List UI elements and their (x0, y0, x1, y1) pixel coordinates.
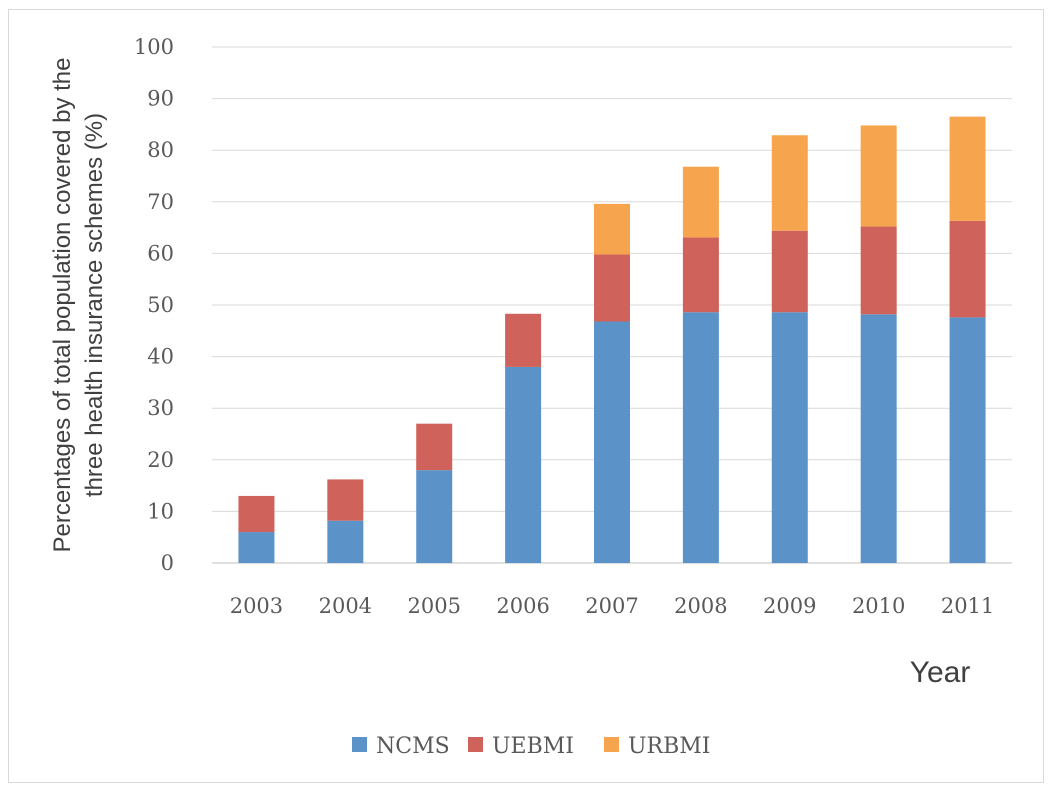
x-tick-label: 2007 (585, 594, 638, 618)
x-tick-label: 2008 (674, 594, 727, 618)
bar-uebmi-2008 (682, 237, 719, 313)
x-tick-label: 2011 (941, 594, 994, 618)
legend: NCMS UEBMI URBMI (352, 734, 711, 759)
bar-urbmi-2009 (771, 135, 808, 231)
x-axis-label: Year (910, 656, 971, 689)
x-tick-label: 2009 (763, 594, 816, 618)
legend-label-urbmi: URBMI (628, 734, 711, 759)
legend-swatch-uebmi (468, 737, 483, 752)
bar-uebmi-2010 (860, 226, 897, 315)
legend-label-ncms: NCMS (376, 734, 450, 759)
bar-ncms-2009 (771, 312, 808, 563)
x-tick-label: 2003 (230, 594, 283, 618)
y-tick-label: 50 (147, 293, 174, 317)
bar-ncms-2006 (505, 366, 542, 563)
y-tick-label: 0 (161, 551, 174, 575)
bar-uebmi-2007 (594, 254, 630, 322)
bar-urbmi-2008 (682, 166, 719, 238)
bar-uebmi-2011 (949, 220, 986, 318)
x-tick-label: 2006 (496, 594, 549, 618)
y-axis-label-line-2: three health insurance schemes (%) (81, 113, 108, 497)
y-tick-label: 20 (147, 448, 174, 472)
y-axis-label-line-1: Percentages of total population covered … (49, 58, 76, 553)
x-tick-label: 2010 (852, 594, 905, 618)
y-tick-label: 100 (134, 35, 174, 59)
x-tick-label: 2005 (407, 594, 460, 618)
x-tick-labels: 2003 2004 2005 2006 2007 2008 2009 2010 2011 (230, 594, 995, 618)
bar-urbmi-2007 (594, 203, 630, 255)
bar-ncms-2008 (682, 312, 719, 563)
legend-swatch-urbmi (604, 737, 619, 752)
bar-uebmi-2006 (505, 313, 542, 367)
y-tick-labels: 0 10 20 30 40 50 60 70 80 90 100 (134, 35, 174, 575)
legend-swatch-ncms (352, 737, 367, 752)
y-tick-label: 80 (147, 138, 174, 162)
y-tick-label: 90 (147, 87, 174, 111)
bar-uebmi-2004 (327, 479, 364, 521)
y-tick-label: 10 (147, 499, 174, 523)
bar-ncms-2007 (594, 321, 630, 563)
y-tick-label: 70 (147, 190, 174, 214)
bar-uebmi-2005 (416, 423, 453, 471)
y-tick-label: 40 (147, 345, 174, 369)
bars (238, 116, 986, 563)
bar-uebmi-2009 (771, 230, 808, 313)
x-tick-label: 2004 (319, 594, 372, 618)
legend-label-uebmi: UEBMI (492, 734, 574, 759)
bar-ncms-2011 (949, 317, 986, 563)
bar-ncms-2005 (416, 470, 453, 563)
bar-ncms-2004 (327, 520, 364, 563)
y-tick-label: 30 (147, 396, 174, 420)
bar-uebmi-2003 (238, 495, 275, 533)
bar-urbmi-2010 (860, 125, 897, 227)
bar-ncms-2010 (860, 314, 897, 563)
bar-urbmi-2011 (949, 116, 986, 221)
bar-ncms-2003 (238, 532, 275, 563)
y-tick-label: 60 (147, 241, 174, 265)
